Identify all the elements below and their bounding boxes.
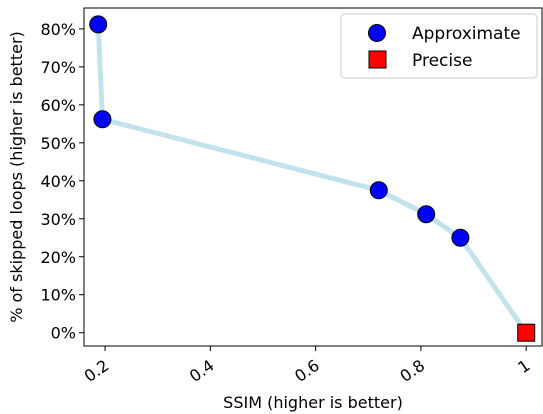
y-tick-label: 70% <box>40 58 76 77</box>
x-tick-label: 0.8 <box>396 356 428 386</box>
frontier-polyline <box>95 21 529 336</box>
y-tick-label: 50% <box>40 134 76 153</box>
x-tick-label: 0.6 <box>291 356 323 386</box>
y-axis: 0% 10% 20% 30% 40% 50% 60% 70% 80% <box>40 20 84 343</box>
legend-precise-marker <box>368 50 387 69</box>
legend-approximate-label: Approximate <box>412 24 521 44</box>
y-tick-label: 40% <box>40 172 76 191</box>
y-tick-label: 10% <box>40 286 76 305</box>
y-tick-label: 0% <box>51 324 76 343</box>
x-tick-label: 0.4 <box>186 356 218 386</box>
y-tick-label: 80% <box>40 20 76 39</box>
legend-frame <box>340 13 538 79</box>
legend-precise-label: Precise <box>412 51 472 71</box>
y-tick-label: 60% <box>40 96 76 115</box>
legend: Approximate Precise <box>340 13 538 79</box>
data-point-approximate-1 <box>93 110 112 129</box>
y-axis-label: % of skipped loops (higher is better) <box>7 31 26 323</box>
data-point-approximate-3 <box>417 205 436 224</box>
data-point-approximate-2 <box>369 181 388 200</box>
data-markers <box>89 15 536 342</box>
frontier-line <box>95 21 529 336</box>
data-point-approximate-0 <box>89 15 108 34</box>
y-tick-label: 20% <box>40 248 76 267</box>
legend-approximate-marker <box>368 24 386 42</box>
x-axis-label: SSIM (higher is better) <box>223 393 403 412</box>
data-point-precise-0 <box>517 323 536 342</box>
x-tick-label: 0.2 <box>81 356 113 386</box>
x-axis: 0.2 0.4 0.6 0.8 1 <box>81 346 534 386</box>
y-tick-label: 30% <box>40 210 76 229</box>
data-point-approximate-4 <box>451 228 470 247</box>
x-tick-label: 1 <box>514 356 533 377</box>
